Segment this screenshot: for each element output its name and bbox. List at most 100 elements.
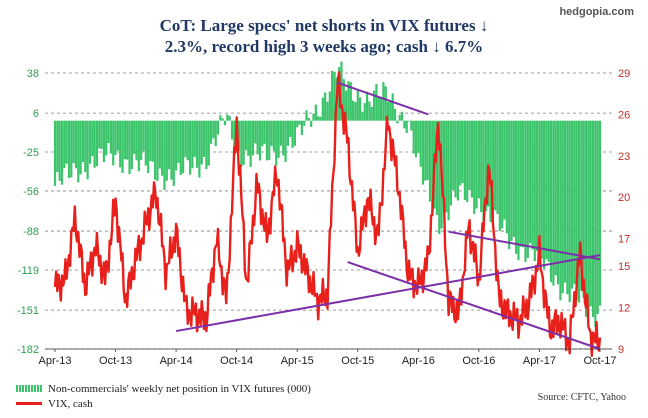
bar-mark	[195, 120, 199, 168]
bar-mark	[547, 120, 550, 262]
x-tick-label: Oct-15	[341, 355, 374, 367]
chart-title-line-2: 2.3%, record high 3 weeks ago; cash ↓ 6.…	[164, 37, 484, 56]
bar-mark	[470, 120, 474, 198]
bar-mark	[207, 120, 210, 166]
bar-mark	[265, 120, 269, 161]
axes: 38 6 -25 -56 -88 -119 -151 -182 29 26 23 20 17 15 12 9 A…	[17, 68, 630, 367]
x-tick-label: Oct-13	[99, 355, 132, 367]
bar-mark	[591, 120, 595, 317]
bar-mark	[114, 120, 117, 155]
bar-mark	[428, 120, 432, 202]
bar-mark	[293, 120, 296, 146]
bar-mark	[494, 120, 497, 211]
bar-mark	[289, 120, 292, 137]
bar-mark	[491, 120, 494, 225]
bar-mark	[536, 120, 539, 251]
bar-mark	[140, 120, 143, 161]
bar-mark	[533, 120, 536, 262]
bar-mark	[410, 120, 413, 131]
bar-mark	[202, 120, 206, 157]
bar-mark	[168, 120, 171, 170]
bar-mark	[284, 120, 287, 163]
bar-mark	[223, 120, 227, 126]
bar-mark	[275, 120, 278, 166]
bar-mark	[244, 120, 248, 151]
bar-mark	[563, 120, 567, 283]
bar-mark	[359, 97, 362, 121]
bar-mark	[170, 120, 173, 180]
bar-mark	[365, 91, 369, 121]
bar-mark	[515, 120, 518, 254]
bar-mark	[63, 120, 66, 169]
bar-mark	[188, 120, 192, 175]
bar-mark	[435, 120, 439, 216]
bar-mark	[226, 114, 229, 121]
bar-mark	[123, 120, 126, 160]
bar-mark	[484, 120, 487, 212]
y-left-tick-label: -25	[23, 147, 39, 159]
bar-mark	[53, 120, 57, 186]
bar-mark	[570, 120, 574, 289]
bar-mark	[181, 120, 185, 174]
bar-mark	[151, 120, 154, 162]
bar-mark	[77, 120, 80, 183]
bar-mark	[512, 120, 515, 237]
bar-mark	[340, 61, 343, 121]
bar-mark	[412, 120, 415, 154]
bar-mark	[303, 120, 306, 126]
bar-mark	[296, 120, 299, 128]
bar-mark	[354, 102, 357, 121]
bar-mark	[209, 120, 213, 144]
bar-mark	[561, 120, 564, 294]
bar-mark	[56, 120, 59, 173]
bar-mark	[407, 120, 411, 122]
bar-mark	[58, 120, 61, 181]
bar-mark	[463, 120, 467, 200]
bar-mark	[135, 120, 138, 161]
bar-mark	[573, 120, 576, 285]
bar-mark	[314, 104, 317, 121]
bar-mark	[552, 120, 555, 286]
bar-mark	[419, 120, 422, 167]
bar-mark	[447, 120, 450, 221]
bar-mark	[396, 120, 399, 124]
bar-mark	[193, 120, 196, 157]
bar-mark	[405, 120, 408, 133]
bar-mark	[242, 120, 245, 165]
bar-mark	[498, 120, 501, 232]
bar-mark	[163, 120, 166, 190]
bar-mark	[431, 120, 434, 216]
bar-mark	[172, 120, 175, 186]
legend-label-bars: Non-commercials' weekly net position in …	[48, 382, 311, 395]
x-tick-label: Apr-16	[402, 355, 435, 367]
bar-mark	[107, 120, 110, 143]
trendlines	[175, 81, 601, 350]
bar-mark	[109, 120, 112, 154]
bar-mark	[88, 120, 92, 164]
bar-mark	[95, 120, 99, 167]
bar-mark	[556, 120, 560, 285]
bar-mark	[382, 82, 385, 121]
bar-mark	[72, 120, 75, 164]
bar-mark	[442, 120, 446, 211]
bar-mark	[81, 120, 85, 163]
bar-mark	[524, 120, 527, 263]
bar-mark	[456, 120, 460, 201]
bar-mark	[298, 120, 301, 125]
legend-item-bars: Non-commercials' weekly net position in …	[16, 381, 311, 396]
bar-mark	[214, 120, 217, 147]
bar-mark	[312, 113, 315, 121]
bar-mark	[510, 120, 513, 242]
bar-mark	[480, 120, 483, 213]
bar-mark	[270, 120, 273, 146]
bar-mark	[384, 86, 387, 121]
bar-mark	[459, 120, 462, 186]
bar-mark	[424, 120, 427, 181]
bar-mark	[356, 90, 359, 121]
bar-mark	[377, 97, 380, 121]
bar-mark	[198, 120, 201, 178]
bar-mark	[468, 120, 471, 191]
bar-mark	[568, 120, 571, 303]
legend: Non-commercials' weekly net position in …	[16, 381, 311, 411]
